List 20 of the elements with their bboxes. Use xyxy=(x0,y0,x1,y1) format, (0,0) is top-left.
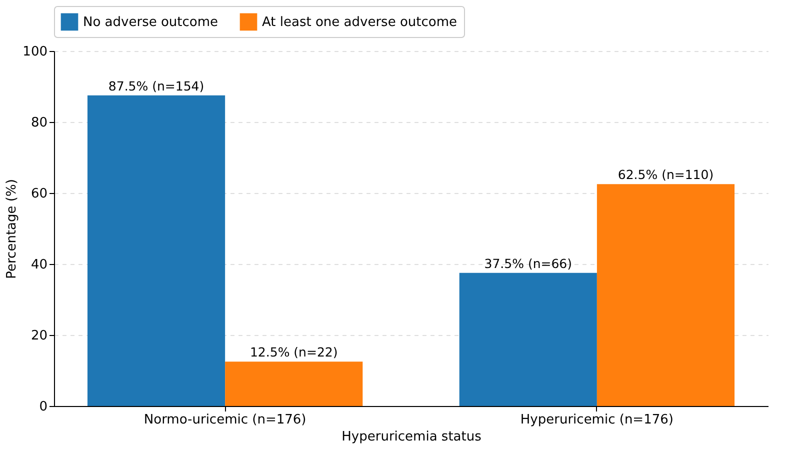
y-tick-label: 20 xyxy=(30,328,48,344)
y-tick-label: 60 xyxy=(30,186,48,202)
bar xyxy=(596,184,735,406)
y-axis-title: Percentage (%) xyxy=(4,179,20,279)
x-tick-label: Normo-uricemic (n=176) xyxy=(144,412,306,428)
bar xyxy=(87,95,226,406)
data-label: 37.5% (n=66) xyxy=(484,256,572,271)
x-axis-title: Hyperuricemia status xyxy=(342,430,482,444)
data-label: 87.5% (n=154) xyxy=(108,78,204,94)
data-label: 62.5% (n=110) xyxy=(618,167,714,182)
data-label: 12.5% (n=22) xyxy=(250,344,338,360)
y-tick-label: 80 xyxy=(30,116,48,130)
y-tick-label: 40 xyxy=(30,258,48,272)
legend-label: No adverse outcome xyxy=(83,14,218,30)
y-tick-label: 100 xyxy=(22,44,48,60)
legend-label: At least one adverse outcome xyxy=(262,14,458,30)
bar xyxy=(225,362,363,406)
x-tick-label: Hyperuricemic (n=176) xyxy=(520,412,674,428)
y-tick-label: 0 xyxy=(39,400,48,414)
bar xyxy=(459,272,597,406)
